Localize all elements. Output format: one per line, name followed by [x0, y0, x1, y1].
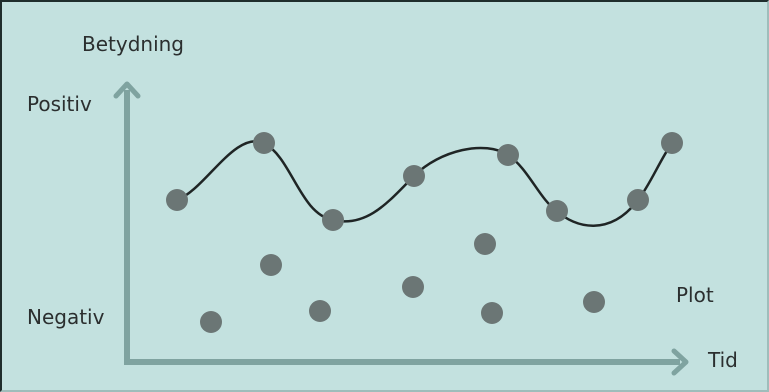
curve-points — [166, 132, 683, 231]
scatter-point — [260, 254, 282, 276]
curve-point — [403, 165, 425, 187]
negative-label: Negativ — [27, 305, 105, 329]
scatter-points — [200, 233, 605, 333]
y-axis-title: Betydning — [82, 32, 184, 56]
curve-point — [546, 200, 568, 222]
x-axis-title: Tid — [707, 348, 738, 372]
curve-point — [661, 132, 683, 154]
scatter-point — [402, 276, 424, 298]
scatter-point — [474, 233, 496, 255]
scatter-point — [200, 311, 222, 333]
x-axis-arrowhead — [671, 348, 689, 376]
scatter-point — [309, 300, 331, 322]
y-axis-arrowhead — [113, 81, 141, 99]
plot-label: Plot — [676, 283, 714, 307]
curve-point — [627, 189, 649, 211]
curve-point — [253, 132, 275, 154]
scatter-point — [481, 302, 503, 324]
scatter-point — [583, 291, 605, 313]
curve-point — [166, 189, 188, 211]
plot-curve — [176, 139, 674, 227]
curve-point — [497, 144, 519, 166]
curve-point — [322, 209, 344, 231]
axes — [113, 81, 689, 376]
positive-label: Positiv — [27, 92, 92, 116]
